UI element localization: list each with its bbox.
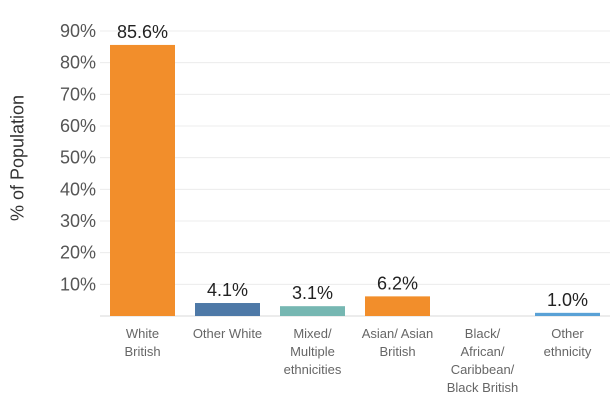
- category-label: Other White: [193, 326, 262, 341]
- category-label-line: British: [379, 344, 415, 359]
- y-tick-label: 30%: [60, 211, 96, 231]
- y-tick-label: 10%: [60, 274, 96, 294]
- category-label-line: African/: [460, 344, 504, 359]
- bar: [195, 303, 260, 316]
- bar: [110, 44, 175, 316]
- category-label-line: ethnicities: [284, 362, 342, 377]
- bar: [535, 312, 600, 316]
- data-label: 1.0%: [547, 290, 588, 310]
- category-label-line: Other White: [193, 326, 262, 341]
- y-tick-label: 90%: [60, 21, 96, 41]
- category-label-line: Black/: [465, 326, 501, 341]
- category-label-line: Caribbean/: [451, 362, 515, 377]
- category-label: Asian/ Asian British: [362, 326, 434, 359]
- category-label-line: Multiple: [290, 344, 335, 359]
- y-tick-label: 80%: [60, 53, 96, 73]
- category-label-line: Asian/ Asian: [362, 326, 434, 341]
- category-label: Black/African/Caribbean/Black British: [447, 326, 519, 395]
- category-label: Other ethnicity: [544, 326, 592, 359]
- category-label-line: White: [126, 326, 159, 341]
- bar: [280, 306, 345, 316]
- category-label-line: British: [124, 344, 160, 359]
- y-tick-label: 70%: [60, 84, 96, 104]
- y-tick-label: 40%: [60, 179, 96, 199]
- data-label: 3.1%: [292, 283, 333, 303]
- category-label: Mixed/Multiple ethnicities: [284, 326, 342, 377]
- category-label-line: ethnicity: [544, 344, 592, 359]
- data-label: 4.1%: [207, 280, 248, 300]
- y-tick-label: 60%: [60, 116, 96, 136]
- category-label-line: Black British: [447, 380, 519, 395]
- y-tick-label: 20%: [60, 243, 96, 263]
- data-label: 85.6%: [117, 22, 168, 42]
- category-label-line: Mixed/: [293, 326, 332, 341]
- y-tick-label: 50%: [60, 148, 96, 168]
- bar: [365, 296, 430, 316]
- data-label: 6.2%: [377, 273, 418, 293]
- category-label-line: Other: [551, 326, 584, 341]
- category-label: White British: [124, 326, 160, 359]
